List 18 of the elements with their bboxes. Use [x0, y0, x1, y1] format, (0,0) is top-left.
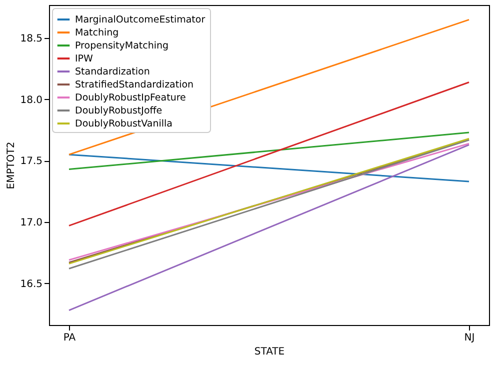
- y-tick-label: 17.0: [20, 218, 42, 229]
- y-tick-label: 18.5: [20, 34, 42, 45]
- legend-label: StratifiedStandardization: [75, 80, 194, 90]
- legend-label: Matching: [75, 28, 119, 38]
- y-tick-label: 18.0: [20, 94, 42, 106]
- x-axis-title: STATE: [254, 346, 285, 358]
- x-tick-label: NJ: [464, 332, 475, 344]
- legend-label: MarginalOutcomeEstimator: [75, 14, 206, 26]
- legend-label: IPW: [75, 54, 94, 64]
- legend-label: DoublyRobustVanilla: [75, 118, 172, 130]
- legend-label: Standardization: [75, 66, 150, 78]
- y-tick-label: 16.5: [20, 278, 42, 290]
- legend-label: PropensityMatching: [75, 40, 169, 52]
- y-tick-label: 17.5: [20, 156, 42, 168]
- legend-label: DoublyRobustIpFeature: [75, 92, 186, 104]
- x-tick-label: PA: [63, 332, 76, 344]
- legend-label: DoublyRobustJoffe: [75, 106, 162, 116]
- y-axis-title: EMPTOT2: [6, 142, 18, 190]
